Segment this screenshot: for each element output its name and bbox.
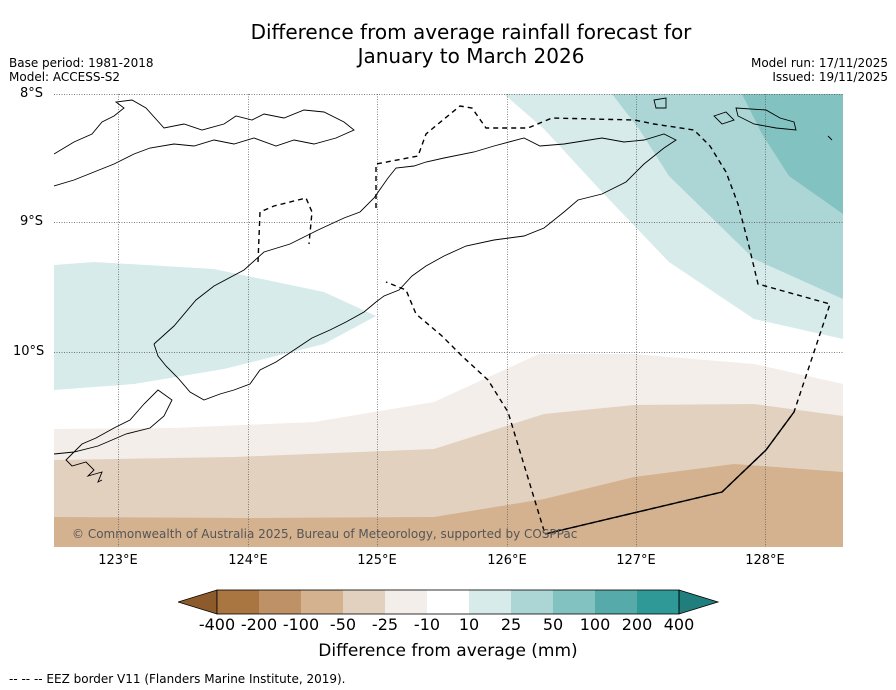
colorbar-segment-11 <box>637 590 679 614</box>
colorbar-segment-2 <box>259 590 301 614</box>
eez-legend: -- -- -- EEZ border V11 (Flanders Marine… <box>9 672 346 686</box>
lon-label-125e: 125°E <box>357 553 397 568</box>
island-east-2 <box>713 111 735 125</box>
lon-label-128e: 128°E <box>745 553 785 568</box>
colorbar-label-8: 25 <box>500 615 522 634</box>
meta-right: Model run: 17/11/2025 Issued: 19/11/2025 <box>751 56 888 84</box>
colorbar-label-9: 50 <box>542 615 564 634</box>
colorbar-label-6: -10 <box>413 615 441 634</box>
colorbar-segment-7 <box>469 590 511 614</box>
issued-date: Issued: 19/11/2025 <box>772 70 888 84</box>
colorbar-arrow-left <box>178 589 218 615</box>
colorbar-segment-4 <box>343 590 385 614</box>
colorbar-label-12: 400 <box>663 615 695 634</box>
coastline-southwest <box>54 389 173 483</box>
colorbar-label-11: 200 <box>621 615 653 634</box>
model-name: Model: ACCESS-S2 <box>9 70 121 84</box>
colorbar-label-2: -200 <box>240 615 278 634</box>
colorbar-label-7: 10 <box>458 615 480 634</box>
colorbar-segment-3 <box>301 590 343 614</box>
map-title-line2: January to March 2026 <box>357 44 585 68</box>
copyright-credit: © Commonwealth of Australia 2025, Bureau… <box>72 527 578 541</box>
lon-label-126e: 126°E <box>487 553 527 568</box>
coastlines <box>54 97 833 483</box>
lat-label-10s: 10°S <box>13 344 45 359</box>
eez-border-solid-segment <box>544 411 795 535</box>
colorbar-segment-1 <box>217 590 259 614</box>
colorbar-outline <box>216 589 680 615</box>
colorbar-label-3: -100 <box>282 615 320 634</box>
island-east-1 <box>653 97 667 109</box>
colorbar-label-4: -50 <box>329 615 357 634</box>
colorbar-arrow-right <box>678 589 720 615</box>
colorbar <box>178 589 720 615</box>
coastline-timor-north <box>153 133 677 345</box>
graticule <box>54 94 843 547</box>
rainfall-map <box>54 94 843 547</box>
eez-border <box>257 105 831 535</box>
island-east-3 <box>735 107 797 131</box>
lon-label-123e: 123°E <box>98 553 138 568</box>
lat-label-8s: 8°S <box>20 86 44 101</box>
shade-plus10-west <box>54 262 376 390</box>
colorbar-segment-9 <box>553 590 595 614</box>
shade-minus50 <box>54 464 843 547</box>
shade-plus50 <box>742 94 843 214</box>
colorbar-title: Difference from average (mm) <box>318 641 578 661</box>
colorbar-label-1: -400 <box>198 615 236 634</box>
coastline-north-islands <box>54 99 355 187</box>
colorbar-label-5: -25 <box>371 615 399 634</box>
colorbar-segment-8 <box>511 590 553 614</box>
colorbar-segment-5 <box>385 590 427 614</box>
model-run: Model run: 17/11/2025 <box>750 56 888 70</box>
colorbar-label-10: 100 <box>579 615 611 634</box>
map-title: Difference from average rainfall forecas… <box>0 20 896 68</box>
map-title-line1: Difference from average rainfall forecas… <box>250 20 692 44</box>
base-period: Base period: 1981-2018 <box>9 56 154 70</box>
coastline-timor-south <box>153 301 377 401</box>
lat-label-9s: 9°S <box>20 214 44 229</box>
island-east-4 <box>827 135 833 141</box>
lon-label-127e: 127°E <box>616 553 656 568</box>
colorbar-segment-6 <box>427 590 469 614</box>
lon-label-124e: 124°E <box>228 553 268 568</box>
colorbar-segment-10 <box>595 590 637 614</box>
meta-left: Base period: 1981-2018 Model: ACCESS-S2 <box>9 56 154 84</box>
